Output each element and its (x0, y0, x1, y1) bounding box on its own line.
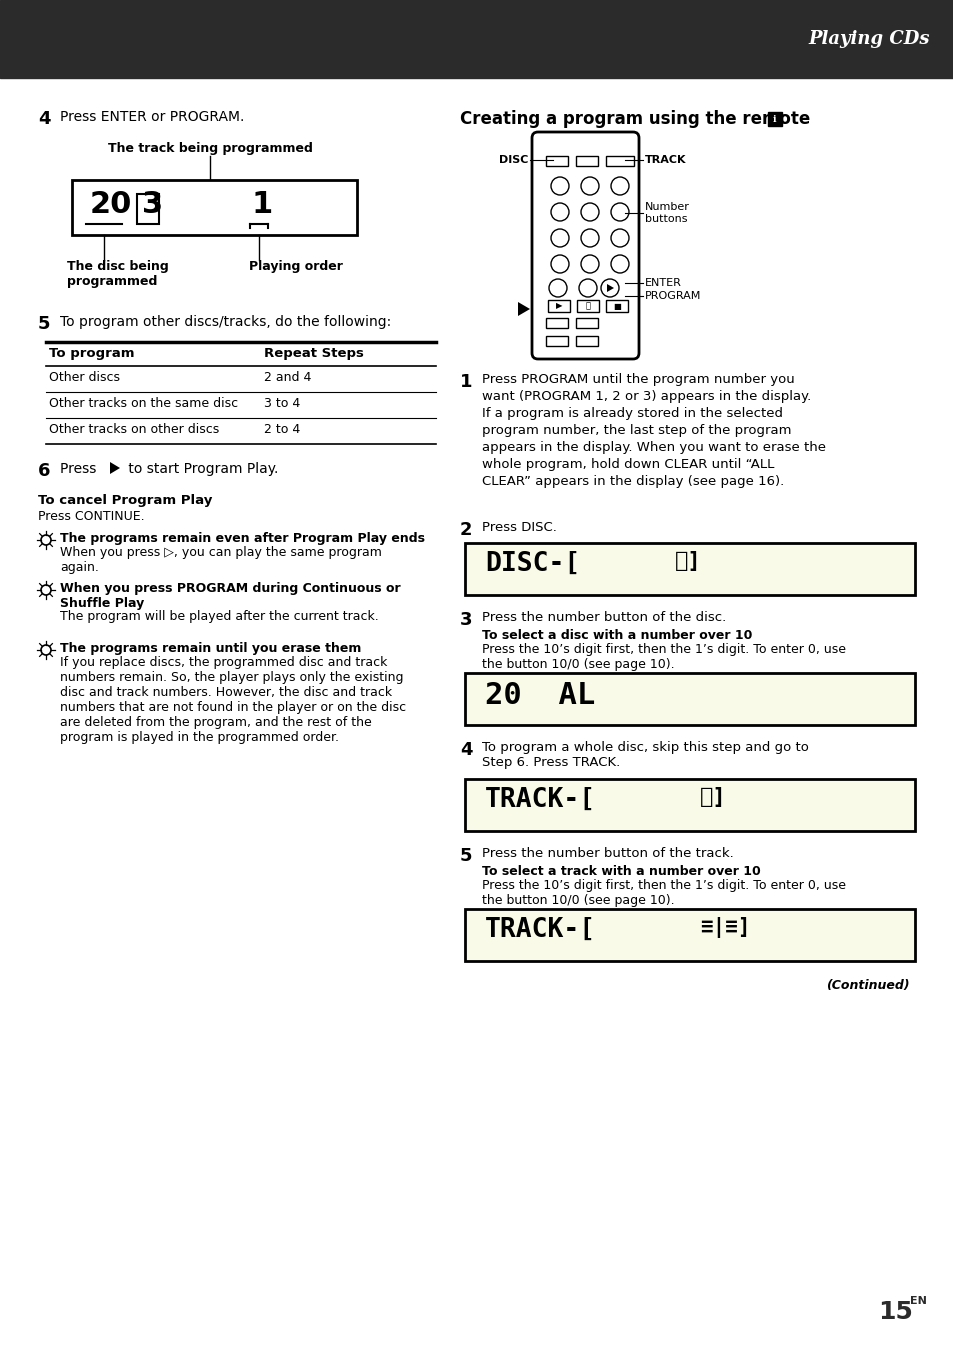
Bar (0, 0, 953, 78)
Text: ※]: ※] (675, 551, 701, 571)
Text: The track being programmed: The track being programmed (108, 142, 313, 155)
Text: 20  AL: 20 AL (484, 681, 595, 711)
Bar (605, 300, 627, 312)
Text: (Continued): (Continued) (825, 979, 909, 992)
Text: Other tracks on the same disc: Other tracks on the same disc (49, 397, 238, 409)
Bar (464, 780, 914, 831)
Bar (545, 336, 567, 346)
Text: 4: 4 (38, 109, 51, 128)
Text: The programs remain until you erase them: The programs remain until you erase them (60, 642, 361, 655)
Bar (576, 155, 598, 166)
Text: 2 to 4: 2 to 4 (264, 423, 300, 436)
Bar (767, 112, 781, 126)
Text: To cancel Program Play: To cancel Program Play (38, 494, 213, 507)
Text: 20: 20 (90, 190, 132, 219)
Text: TRACK: TRACK (644, 155, 686, 165)
Text: To program: To program (49, 347, 134, 359)
Bar (577, 300, 598, 312)
Bar (464, 909, 914, 961)
Text: 5: 5 (459, 847, 472, 865)
Bar (576, 336, 598, 346)
Text: 1: 1 (459, 373, 472, 390)
Text: DISC: DISC (498, 155, 527, 165)
Text: DISC-[: DISC-[ (484, 551, 579, 577)
Text: To program a whole disc, skip this step and go to
Step 6. Press TRACK.: To program a whole disc, skip this step … (481, 740, 808, 769)
Text: 15: 15 (877, 1300, 912, 1324)
Text: Press DISC.: Press DISC. (481, 521, 557, 534)
Text: ▶: ▶ (556, 301, 561, 311)
Text: 3: 3 (459, 611, 472, 630)
Bar (464, 673, 914, 725)
Text: If you replace discs, the programmed disc and track
numbers remain. So, the play: If you replace discs, the programmed dis… (60, 657, 406, 744)
Text: Creating a program using the remote: Creating a program using the remote (459, 109, 809, 128)
Text: Press the 10’s digit first, then the 1’s digit. To enter 0, use
the button 10/0 : Press the 10’s digit first, then the 1’s… (481, 880, 845, 907)
Text: i: i (772, 115, 776, 123)
Text: Press ENTER or PROGRAM.: Press ENTER or PROGRAM. (60, 109, 244, 124)
Bar (545, 155, 567, 166)
Text: ⏸: ⏸ (585, 301, 590, 311)
Bar (576, 317, 598, 328)
Text: To select a disc with a number over 10: To select a disc with a number over 10 (481, 630, 752, 642)
Text: When you press PROGRAM during Continuous or
Shuffle Play: When you press PROGRAM during Continuous… (60, 582, 400, 611)
Text: 3: 3 (142, 190, 163, 219)
Text: 4: 4 (459, 740, 472, 759)
Text: When you press ▷, you can play the same program
again.: When you press ▷, you can play the same … (60, 546, 381, 574)
Text: Repeat Steps: Repeat Steps (264, 347, 363, 359)
Text: To program other discs/tracks, do the following:: To program other discs/tracks, do the fo… (60, 315, 391, 330)
Text: Press CONTINUE.: Press CONTINUE. (38, 509, 145, 523)
Polygon shape (606, 284, 614, 292)
Bar (464, 543, 914, 594)
Text: Press PROGRAM until the program number you
want (PROGRAM 1, 2 or 3) appears in t: Press PROGRAM until the program number y… (481, 373, 825, 488)
Text: The program will be played after the current track.: The program will be played after the cur… (60, 611, 378, 623)
Text: Playing CDs: Playing CDs (807, 30, 929, 49)
Text: Number
buttons: Number buttons (644, 203, 689, 224)
FancyBboxPatch shape (532, 132, 639, 359)
Text: 2 and 4: 2 and 4 (264, 372, 311, 384)
Text: 2: 2 (459, 521, 472, 539)
Text: to start Program Play.: to start Program Play. (124, 462, 278, 476)
Polygon shape (110, 462, 120, 474)
Text: Press the number button of the disc.: Press the number button of the disc. (481, 611, 725, 624)
Text: Press the 10’s digit first, then the 1’s digit. To enter 0, use
the button 10/0 : Press the 10’s digit first, then the 1’s… (481, 643, 845, 671)
Text: PROGRAM: PROGRAM (644, 290, 700, 301)
Polygon shape (517, 303, 530, 316)
Text: Press: Press (60, 462, 101, 476)
Bar (605, 155, 634, 166)
Text: ■: ■ (613, 301, 620, 311)
Text: ≡|≡]: ≡|≡] (700, 917, 750, 938)
Text: Other tracks on other discs: Other tracks on other discs (49, 423, 219, 436)
Bar (137, 195, 159, 224)
Text: Playing order: Playing order (249, 259, 342, 273)
Text: ※]: ※] (700, 788, 726, 807)
Text: Press the number button of the track.: Press the number button of the track. (481, 847, 733, 861)
Text: 1: 1 (252, 190, 273, 219)
Text: ENTER: ENTER (644, 278, 681, 288)
Text: EN: EN (909, 1296, 926, 1306)
Text: 5: 5 (38, 315, 51, 332)
Bar (71, 180, 356, 235)
Text: Other discs: Other discs (49, 372, 120, 384)
Bar (547, 300, 569, 312)
Text: TRACK-[: TRACK-[ (484, 788, 596, 813)
Text: The programs remain even after Program Play ends: The programs remain even after Program P… (60, 532, 424, 544)
Bar (545, 317, 567, 328)
Text: 6: 6 (38, 462, 51, 480)
Text: TRACK-[: TRACK-[ (484, 917, 596, 943)
Text: 3 to 4: 3 to 4 (264, 397, 300, 409)
Text: The disc being
programmed: The disc being programmed (67, 259, 169, 288)
Text: To select a track with a number over 10: To select a track with a number over 10 (481, 865, 760, 878)
